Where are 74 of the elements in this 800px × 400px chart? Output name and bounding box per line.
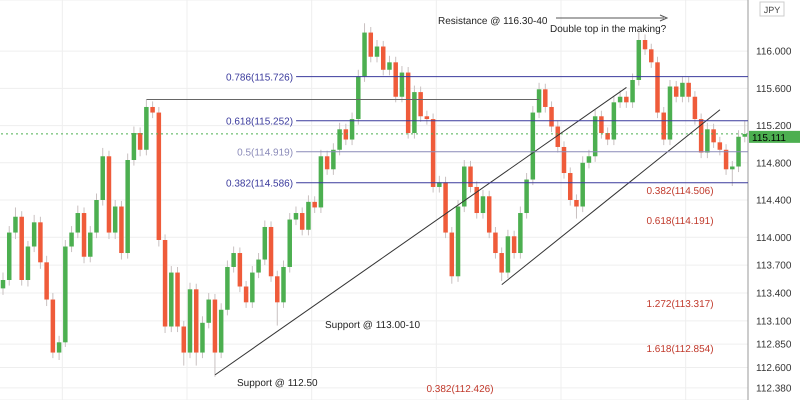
candlestick <box>549 100 554 133</box>
candlestick <box>630 72 635 108</box>
text: JPY <box>764 5 780 15</box>
candlestick <box>300 206 304 236</box>
candlestick <box>138 126 142 157</box>
y-tick-label: 115.200 <box>756 121 792 132</box>
candlestick <box>76 205 80 239</box>
ref-line-label: 0.786(115.726) <box>226 72 294 84</box>
y-tick-label: 112.380 <box>756 383 792 394</box>
candlestick <box>605 126 610 146</box>
candlestick <box>344 123 348 146</box>
candlestick <box>150 100 155 119</box>
candlestick <box>493 226 498 260</box>
candlestick <box>543 83 548 114</box>
ref-line-label: 115.111 <box>752 132 786 144</box>
candlestick <box>244 280 248 308</box>
ref-line-label: 0.618(115.252) <box>226 116 294 128</box>
annotation: 1.272(113.317) <box>646 299 714 310</box>
candlestick <box>724 144 728 176</box>
candlestick <box>512 230 516 260</box>
candlestick <box>468 160 473 194</box>
candlestick <box>499 246 504 282</box>
candlestick <box>680 76 685 103</box>
candlestick <box>380 40 386 76</box>
candlestick <box>231 246 236 274</box>
candlestick <box>642 34 648 56</box>
candlestick <box>0 272 6 296</box>
y-tick-label: 113.400 <box>756 288 792 300</box>
y-tick-label: 114.400 <box>756 196 792 207</box>
annotation: Resistance @ 116.30-40 <box>438 16 548 27</box>
candlestick <box>387 55 392 76</box>
annotation: 0.382(112.426) <box>426 384 494 395</box>
candlestick <box>331 142 336 176</box>
y-tick-label: 114.000 <box>756 232 792 244</box>
y-tick-label: 115.600 <box>756 84 792 95</box>
candlestick <box>294 206 298 226</box>
y-tick-label: 112.850 <box>756 340 792 351</box>
ref-line-label: 0.382(114.586) <box>226 178 294 190</box>
candlestick <box>424 110 430 126</box>
annotation: 0.382(114.506) <box>646 186 714 197</box>
candlestick <box>586 149 592 169</box>
candlestick <box>686 76 691 103</box>
candlestick <box>256 252 261 279</box>
annotation: Support @ 113.00-10 <box>325 320 420 331</box>
candlestick <box>574 194 579 220</box>
candlestick <box>56 335 62 360</box>
annotation: Support @ 112.50 <box>237 378 318 389</box>
candlestick <box>649 43 654 68</box>
candlestick <box>730 160 735 187</box>
candlestick <box>711 123 716 148</box>
candlestick <box>692 90 698 126</box>
y-tick-label: 113.100 <box>756 316 792 328</box>
candlestick <box>374 40 380 63</box>
annotation: 1.618(112.854) <box>646 344 714 355</box>
candlestick <box>312 196 317 214</box>
candlestick <box>536 82 542 119</box>
candlestick <box>206 292 211 329</box>
candlestick <box>556 120 560 154</box>
y-tick-label: 113.700 <box>756 260 792 272</box>
y-tick-label: 112.600 <box>756 362 792 374</box>
candlestick <box>618 90 622 108</box>
candlestick <box>599 110 604 140</box>
y-tick-label: 114.800 <box>756 158 792 170</box>
candlestick <box>324 150 330 176</box>
candlestick <box>480 189 486 220</box>
y-tick-label: 116.000 <box>756 46 792 58</box>
candlestick <box>624 90 629 108</box>
candlestick <box>674 80 678 103</box>
annotation: Double top in the making? <box>550 24 667 35</box>
candlestick <box>69 226 74 253</box>
ref-line-label: 0.5(114.919) <box>237 148 294 159</box>
annotation: 0.618(114.191) <box>646 216 714 227</box>
candlestick <box>718 136 722 156</box>
candlestick <box>13 206 18 240</box>
